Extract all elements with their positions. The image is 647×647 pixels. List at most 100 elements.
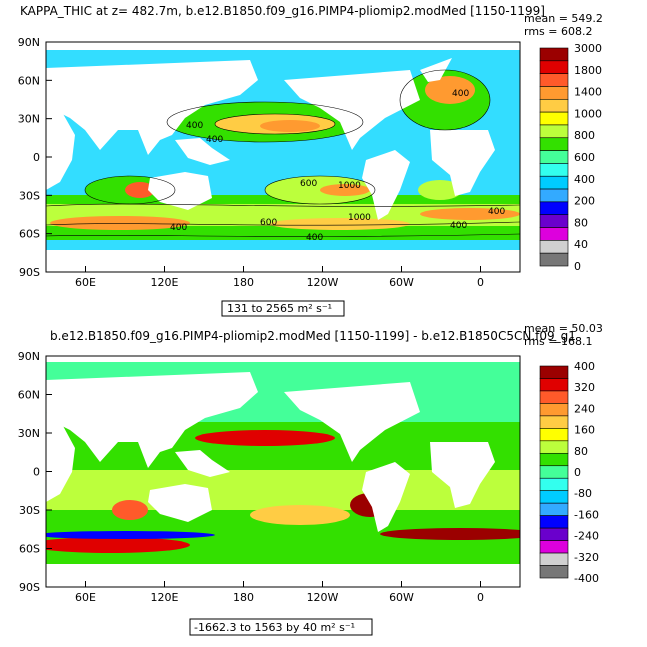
y-tick-label: 60S <box>19 543 40 556</box>
panel2-range-label: -1662.3 to 1563 by 40 m² s⁻¹ <box>194 621 355 634</box>
panel2-io-red <box>112 500 148 520</box>
contour-label: 400 <box>186 121 203 131</box>
x-tick-label: 120E <box>151 276 179 289</box>
panel2-title: b.e12.B1850.f09_g16.PIMP4-pliomip2.modMe… <box>50 329 576 343</box>
colorbar-label: 240 <box>574 402 595 415</box>
colorbar-label: 160 <box>574 424 595 437</box>
colorbar-swatch <box>539 252 569 267</box>
colorbar-swatch <box>539 552 569 566</box>
colorbar-label: 400 <box>574 360 595 373</box>
panel1-so-hot3 <box>420 208 520 220</box>
colorbar-swatch <box>539 124 569 139</box>
x-tick-label: 0 <box>477 591 484 604</box>
colorbar-swatch <box>539 428 569 442</box>
panel1-x-axis: 60E 120E 180 120W 60W 0 <box>75 266 484 289</box>
y-tick-label: 30S <box>19 189 40 202</box>
panel2-so-red2 <box>380 528 520 540</box>
x-tick-label: 60E <box>75 276 96 289</box>
colorbar-swatch <box>539 150 569 164</box>
colorbar-swatch <box>539 111 569 126</box>
colorbar-swatch <box>539 60 569 74</box>
y-tick-label: 90N <box>18 36 40 49</box>
y-tick-label: 30N <box>18 427 40 440</box>
colorbar-swatch <box>539 502 569 516</box>
panel-difference: b.e12.B1850.f09_g16.PIMP4-pliomip2.modMe… <box>18 322 603 636</box>
y-tick-label: 0 <box>33 466 40 479</box>
panel2-so-blue <box>46 531 215 539</box>
contour-label: 400 <box>206 135 223 145</box>
panel2-rms: rms = 168.1 <box>524 335 592 348</box>
colorbar-swatch <box>539 73 569 87</box>
contour-label: 400 <box>306 233 323 243</box>
y-tick-label: 30N <box>18 113 40 126</box>
colorbar-label: 1400 <box>574 86 602 99</box>
panel1-sa <box>418 180 462 200</box>
colorbar-label: -160 <box>574 508 599 521</box>
colorbar-swatch <box>539 465 569 479</box>
colorbar-label: -240 <box>574 530 599 543</box>
panel2-range-box <box>189 618 373 636</box>
panel1-rms: rms = 608.2 <box>524 25 592 38</box>
contour-label: 400 <box>170 223 187 233</box>
colorbar-swatch <box>539 137 569 151</box>
colorbar-swatch <box>539 527 569 541</box>
contour-label: 400 <box>488 207 505 217</box>
panel2-mean: mean = 50.03 <box>524 322 603 335</box>
panel2-so-red1 <box>46 537 190 553</box>
colorbar-swatch <box>539 175 569 190</box>
panel1-so-hot2 <box>270 218 410 230</box>
colorbar-swatch <box>539 214 569 228</box>
y-tick-label: 90N <box>18 350 40 363</box>
colorbar-swatch <box>539 378 569 392</box>
panel2-x-axis: 60E 120E 180 120W 60W 0 <box>75 581 484 604</box>
colorbar-label: -320 <box>574 551 599 564</box>
panel1-title: KAPPA_THIC at z= 482.7m, b.e12.B1850.f09… <box>20 4 545 18</box>
panel1-np-gyre3 <box>260 120 320 132</box>
panel1-range-label: 131 to 2565 m² s⁻¹ <box>227 302 332 315</box>
x-tick-label: 120W <box>307 591 339 604</box>
colorbar-swatch <box>539 452 569 467</box>
colorbar-swatch <box>539 240 569 254</box>
y-tick-label: 30S <box>19 504 40 517</box>
panel1-mean: mean = 549.2 <box>524 12 603 25</box>
panel2-np-red <box>195 430 335 446</box>
colorbar-swatch <box>539 227 569 241</box>
colorbar-label: 80 <box>574 445 588 458</box>
y-tick-label: 90S <box>19 266 40 279</box>
contour-label: 1000 <box>348 213 371 223</box>
x-tick-label: 180 <box>233 591 254 604</box>
panel1-sp2 <box>320 184 370 196</box>
contour-label: 1000 <box>338 181 361 191</box>
colorbar-swatch <box>539 515 569 529</box>
y-tick-label: 60N <box>18 389 40 402</box>
panel2-colorbar: 400 320 240 160 80 0 -80 -160 -240 -320 -400 <box>539 360 599 585</box>
colorbar-label: 600 <box>574 151 595 164</box>
colorbar-label: 800 <box>574 129 595 142</box>
colorbar-swatch <box>539 47 569 62</box>
y-tick-label: 0 <box>33 151 40 164</box>
colorbar-swatch <box>539 201 569 216</box>
colorbar-label: 1000 <box>574 107 602 120</box>
colorbar-swatch <box>539 565 569 579</box>
colorbar-label: 3000 <box>574 42 602 55</box>
panel1-map <box>46 42 520 272</box>
x-tick-label: 120W <box>307 276 339 289</box>
contour-label: 600 <box>260 218 277 228</box>
x-tick-label: 60W <box>389 276 414 289</box>
colorbar-label: -80 <box>574 487 592 500</box>
y-tick-label: 90S <box>19 581 40 594</box>
colorbar-label: 320 <box>574 381 595 394</box>
colorbar-swatch <box>539 86 569 100</box>
contour-label: 600 <box>300 179 317 189</box>
panel1-so-hot1 <box>50 216 190 230</box>
x-tick-label: 180 <box>233 276 254 289</box>
panel1-contours <box>46 69 520 237</box>
panel1-range-box <box>221 300 345 317</box>
panel1-y-axis: 90N 60N 30N 0 30S 60S 90S <box>18 36 52 279</box>
colorbar-swatch <box>539 477 569 492</box>
colorbar-label: 80 <box>574 216 588 229</box>
x-tick-label: 60W <box>389 591 414 604</box>
colorbar-swatch <box>539 415 569 429</box>
